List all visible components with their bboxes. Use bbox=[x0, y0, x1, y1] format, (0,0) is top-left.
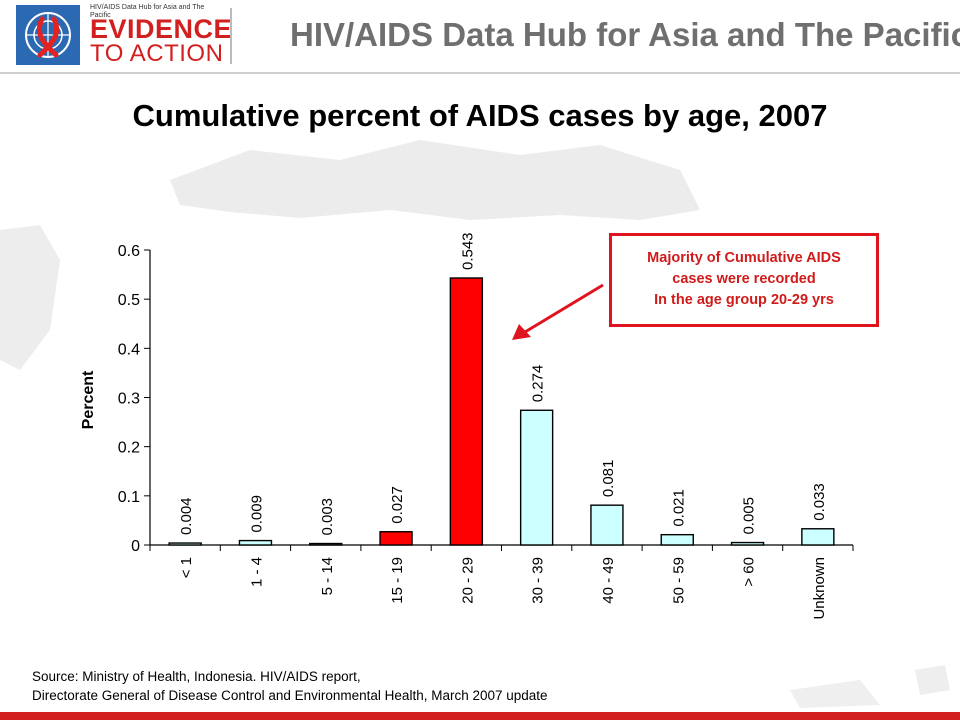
bar-1 bbox=[238, 539, 273, 546]
x-tick-label: 15 - 19 bbox=[389, 557, 406, 604]
bar-9 bbox=[801, 528, 835, 546]
x-tick-label: 50 - 59 bbox=[670, 557, 687, 604]
data-label: 0.005 bbox=[741, 497, 758, 535]
data-label: 0.009 bbox=[248, 495, 265, 533]
logo-tagline: HIV/AIDS Data Hub for Asia and The Pacif… bbox=[90, 4, 205, 19]
chart-bars bbox=[168, 277, 835, 546]
data-label: 0.033 bbox=[811, 483, 828, 521]
un-emblem-icon bbox=[16, 5, 80, 65]
x-tick-label: > 60 bbox=[741, 557, 758, 587]
callout-box: Majority of Cumulative AIDS cases were r… bbox=[609, 233, 879, 327]
x-tick-label: 40 - 49 bbox=[600, 557, 617, 604]
data-label: 0.543 bbox=[459, 232, 476, 270]
bar-8 bbox=[730, 541, 765, 546]
bar-6 bbox=[590, 504, 624, 546]
logo-evidence: EVIDENCE bbox=[90, 14, 233, 44]
bar-7 bbox=[660, 533, 694, 546]
y-tick-label: 0.6 bbox=[118, 243, 140, 260]
source-note: Source: Ministry of Health, Indonesia. H… bbox=[32, 667, 548, 705]
data-label: 0.021 bbox=[670, 489, 687, 527]
callout-line: In the age group 20-29 yrs bbox=[654, 292, 834, 308]
bar-4 bbox=[449, 277, 484, 546]
y-axis-label: Percent bbox=[80, 370, 97, 429]
y-tick-label: 0.4 bbox=[118, 341, 140, 358]
data-label: 0.081 bbox=[600, 460, 617, 498]
chart-labels: 0.004 < 1 0.009 1 - 4 0.003 5 - 14 0.027 15 - 1… bbox=[178, 232, 828, 619]
data-label: 0.027 bbox=[389, 486, 406, 524]
callout-line: cases were recorded bbox=[672, 271, 816, 287]
bottom-bar bbox=[0, 712, 960, 720]
y-tick-label: 0 bbox=[131, 538, 140, 555]
x-tick-label: 20 - 29 bbox=[459, 557, 476, 604]
logo-divider bbox=[230, 8, 232, 64]
callout-arrow bbox=[512, 283, 604, 340]
x-tick-label: 1 - 4 bbox=[248, 557, 265, 587]
callout-line: Majority of Cumulative AIDS bbox=[647, 250, 841, 266]
data-label: 0.003 bbox=[319, 498, 336, 536]
y-tick-label: 0.5 bbox=[118, 292, 140, 309]
x-tick-label: 5 - 14 bbox=[319, 557, 336, 595]
header: HIV/AIDS Data Hub for Asia and The Pacif… bbox=[0, 0, 960, 72]
header-rule bbox=[0, 72, 960, 74]
x-tick-label: 30 - 39 bbox=[530, 557, 547, 604]
source-line-2: Directorate General of Disease Control a… bbox=[32, 688, 548, 703]
bar-2 bbox=[309, 542, 343, 546]
bar-0 bbox=[168, 542, 202, 546]
source-line-1: Source: Ministry of Health, Indonesia. H… bbox=[32, 669, 361, 684]
y-tick-label: 0.1 bbox=[118, 489, 140, 506]
logo-to-action: TO ACTION bbox=[90, 40, 224, 67]
data-label: 0.004 bbox=[178, 497, 195, 535]
x-tick-label: < 1 bbox=[178, 557, 195, 578]
bar-5 bbox=[519, 409, 554, 546]
bar-3 bbox=[379, 531, 413, 546]
data-label: 0.274 bbox=[530, 365, 547, 403]
y-tick-label: 0.3 bbox=[118, 391, 140, 408]
hub-title: HIV/AIDS Data Hub for Asia and The Pacif… bbox=[290, 16, 960, 53]
x-tick-label: Unknown bbox=[811, 557, 828, 620]
y-tick-label: 0.2 bbox=[118, 440, 140, 457]
background-map-decoration bbox=[0, 140, 950, 708]
chart-title: Cumulative percent of AIDS cases by age,… bbox=[132, 98, 828, 133]
